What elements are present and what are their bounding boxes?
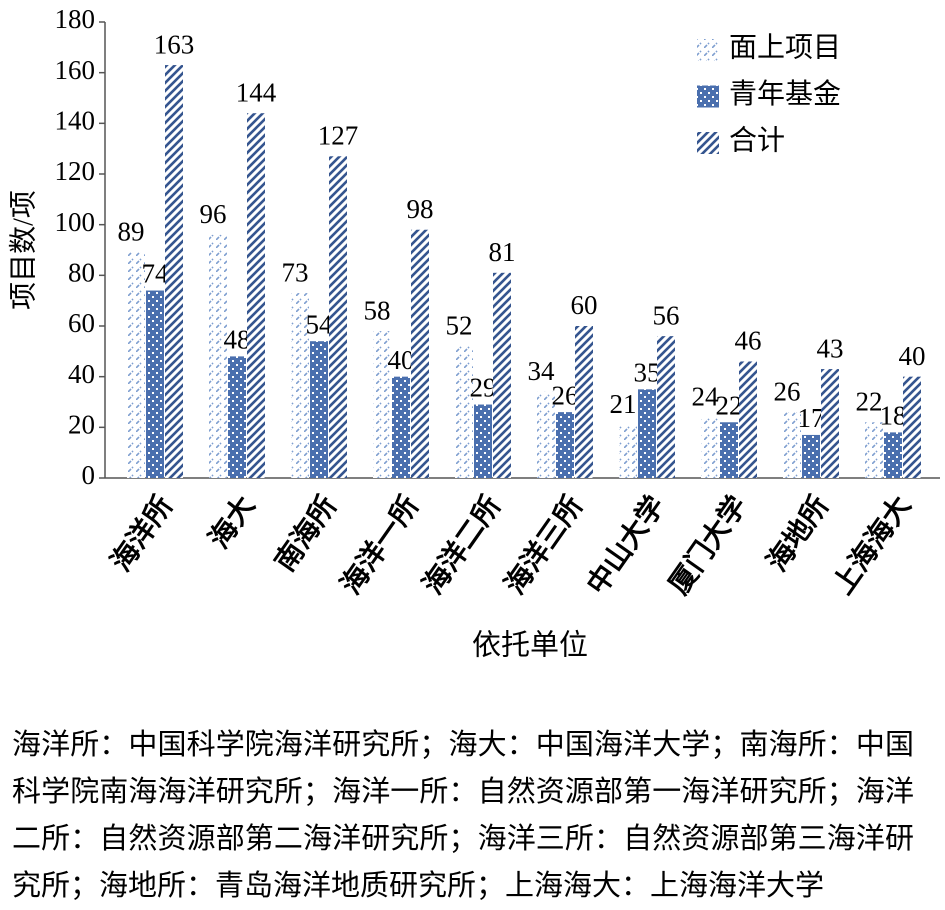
bar (783, 412, 801, 478)
data-label: 96 (200, 199, 227, 229)
legend-swatch (697, 85, 719, 108)
bar (884, 432, 902, 478)
bar (146, 290, 164, 478)
bar (701, 417, 719, 478)
data-label: 29 (470, 373, 497, 403)
x-tick-label: 南海所 (268, 490, 343, 578)
data-label: 22 (716, 390, 743, 420)
y-tick-label: 100 (55, 207, 96, 237)
bar (821, 369, 839, 478)
data-label: 163 (154, 29, 195, 59)
y-tick-label: 180 (55, 4, 96, 34)
data-label: 26 (552, 380, 579, 410)
x-tick-label: 海大 (202, 490, 261, 555)
bar (903, 376, 921, 478)
bar (638, 389, 656, 478)
bar (310, 341, 328, 478)
bar (209, 234, 227, 478)
data-label: 74 (142, 259, 170, 289)
bar (657, 336, 675, 478)
bar (165, 65, 183, 479)
data-label: 54 (306, 309, 334, 339)
data-label: 43 (817, 333, 844, 363)
x-tick-label: 中山大学 (580, 490, 671, 601)
x-tick-label: 海洋二所 (416, 490, 507, 601)
data-label: 46 (735, 326, 762, 356)
bar (802, 434, 820, 478)
bar (474, 404, 492, 478)
y-axis-title: 项目数/项 (7, 190, 39, 310)
data-label: 81 (489, 237, 516, 267)
bar (556, 412, 574, 478)
bar (493, 272, 511, 478)
bar (247, 113, 265, 478)
data-label: 17 (798, 403, 825, 433)
bar (392, 376, 410, 478)
data-label: 98 (407, 194, 434, 224)
data-label: 40 (899, 341, 926, 371)
bar (455, 346, 473, 478)
bar (228, 356, 246, 478)
bar (329, 156, 347, 478)
bar (739, 361, 757, 478)
y-tick-label: 60 (68, 308, 95, 338)
legend-swatch (697, 39, 719, 61)
data-label: 35 (634, 358, 661, 388)
data-label: 18 (880, 401, 907, 431)
x-tick-label: 海洋三所 (498, 490, 589, 601)
data-label: 144 (236, 77, 277, 107)
y-tick-label: 20 (68, 410, 95, 440)
chart: 项目数/项 依托单位 0 20 40 60 80 100 120 140 160 180 海洋所 89… (7, 4, 940, 662)
x-tick-label: 海地所 (760, 490, 835, 578)
bar (291, 293, 309, 478)
data-label: 73 (282, 257, 309, 287)
data-label: 21 (610, 389, 637, 419)
bar (575, 326, 593, 478)
data-label: 127 (318, 120, 359, 150)
data-label: 48 (224, 325, 251, 355)
bar (127, 252, 145, 478)
data-label: 60 (571, 290, 598, 320)
y-tick-label: 140 (55, 106, 96, 136)
bar (537, 391, 555, 478)
x-tick-label: 厦门大学 (662, 490, 753, 601)
data-label: 56 (653, 300, 680, 330)
bar (373, 331, 391, 478)
legend-label: 青年基金 (729, 78, 841, 110)
data-label: 22 (856, 386, 883, 416)
data-label: 24 (692, 381, 720, 411)
legend-label: 合计 (729, 124, 785, 156)
data-label: 34 (528, 356, 556, 386)
x-tick-label: 海洋所 (104, 490, 179, 578)
bar (411, 229, 429, 478)
x-axis-title: 依托单位 (472, 629, 588, 662)
y-tick-label: 120 (55, 156, 96, 186)
bar (720, 422, 738, 478)
bar (865, 422, 883, 478)
data-label: 40 (388, 345, 415, 375)
legend-swatch (697, 132, 719, 154)
y-tick-label: 160 (55, 55, 96, 85)
data-label: 52 (446, 310, 473, 340)
data-label: 26 (774, 376, 801, 406)
x-tick-label: 上海海大 (826, 490, 917, 601)
x-tick-label: 海洋一所 (334, 490, 425, 601)
data-label: 89 (118, 217, 145, 247)
data-label: 58 (364, 295, 391, 325)
footnote: 海洋所：中国科学院海洋研究所；海大：中国海洋大学；南海所：中国科学院南海海洋研究… (12, 729, 914, 902)
bar (619, 424, 637, 478)
legend-label: 面上项目 (729, 32, 841, 63)
y-tick-label: 80 (68, 258, 95, 288)
y-tick-label: 0 (82, 460, 96, 490)
y-tick-label: 40 (68, 359, 95, 389)
